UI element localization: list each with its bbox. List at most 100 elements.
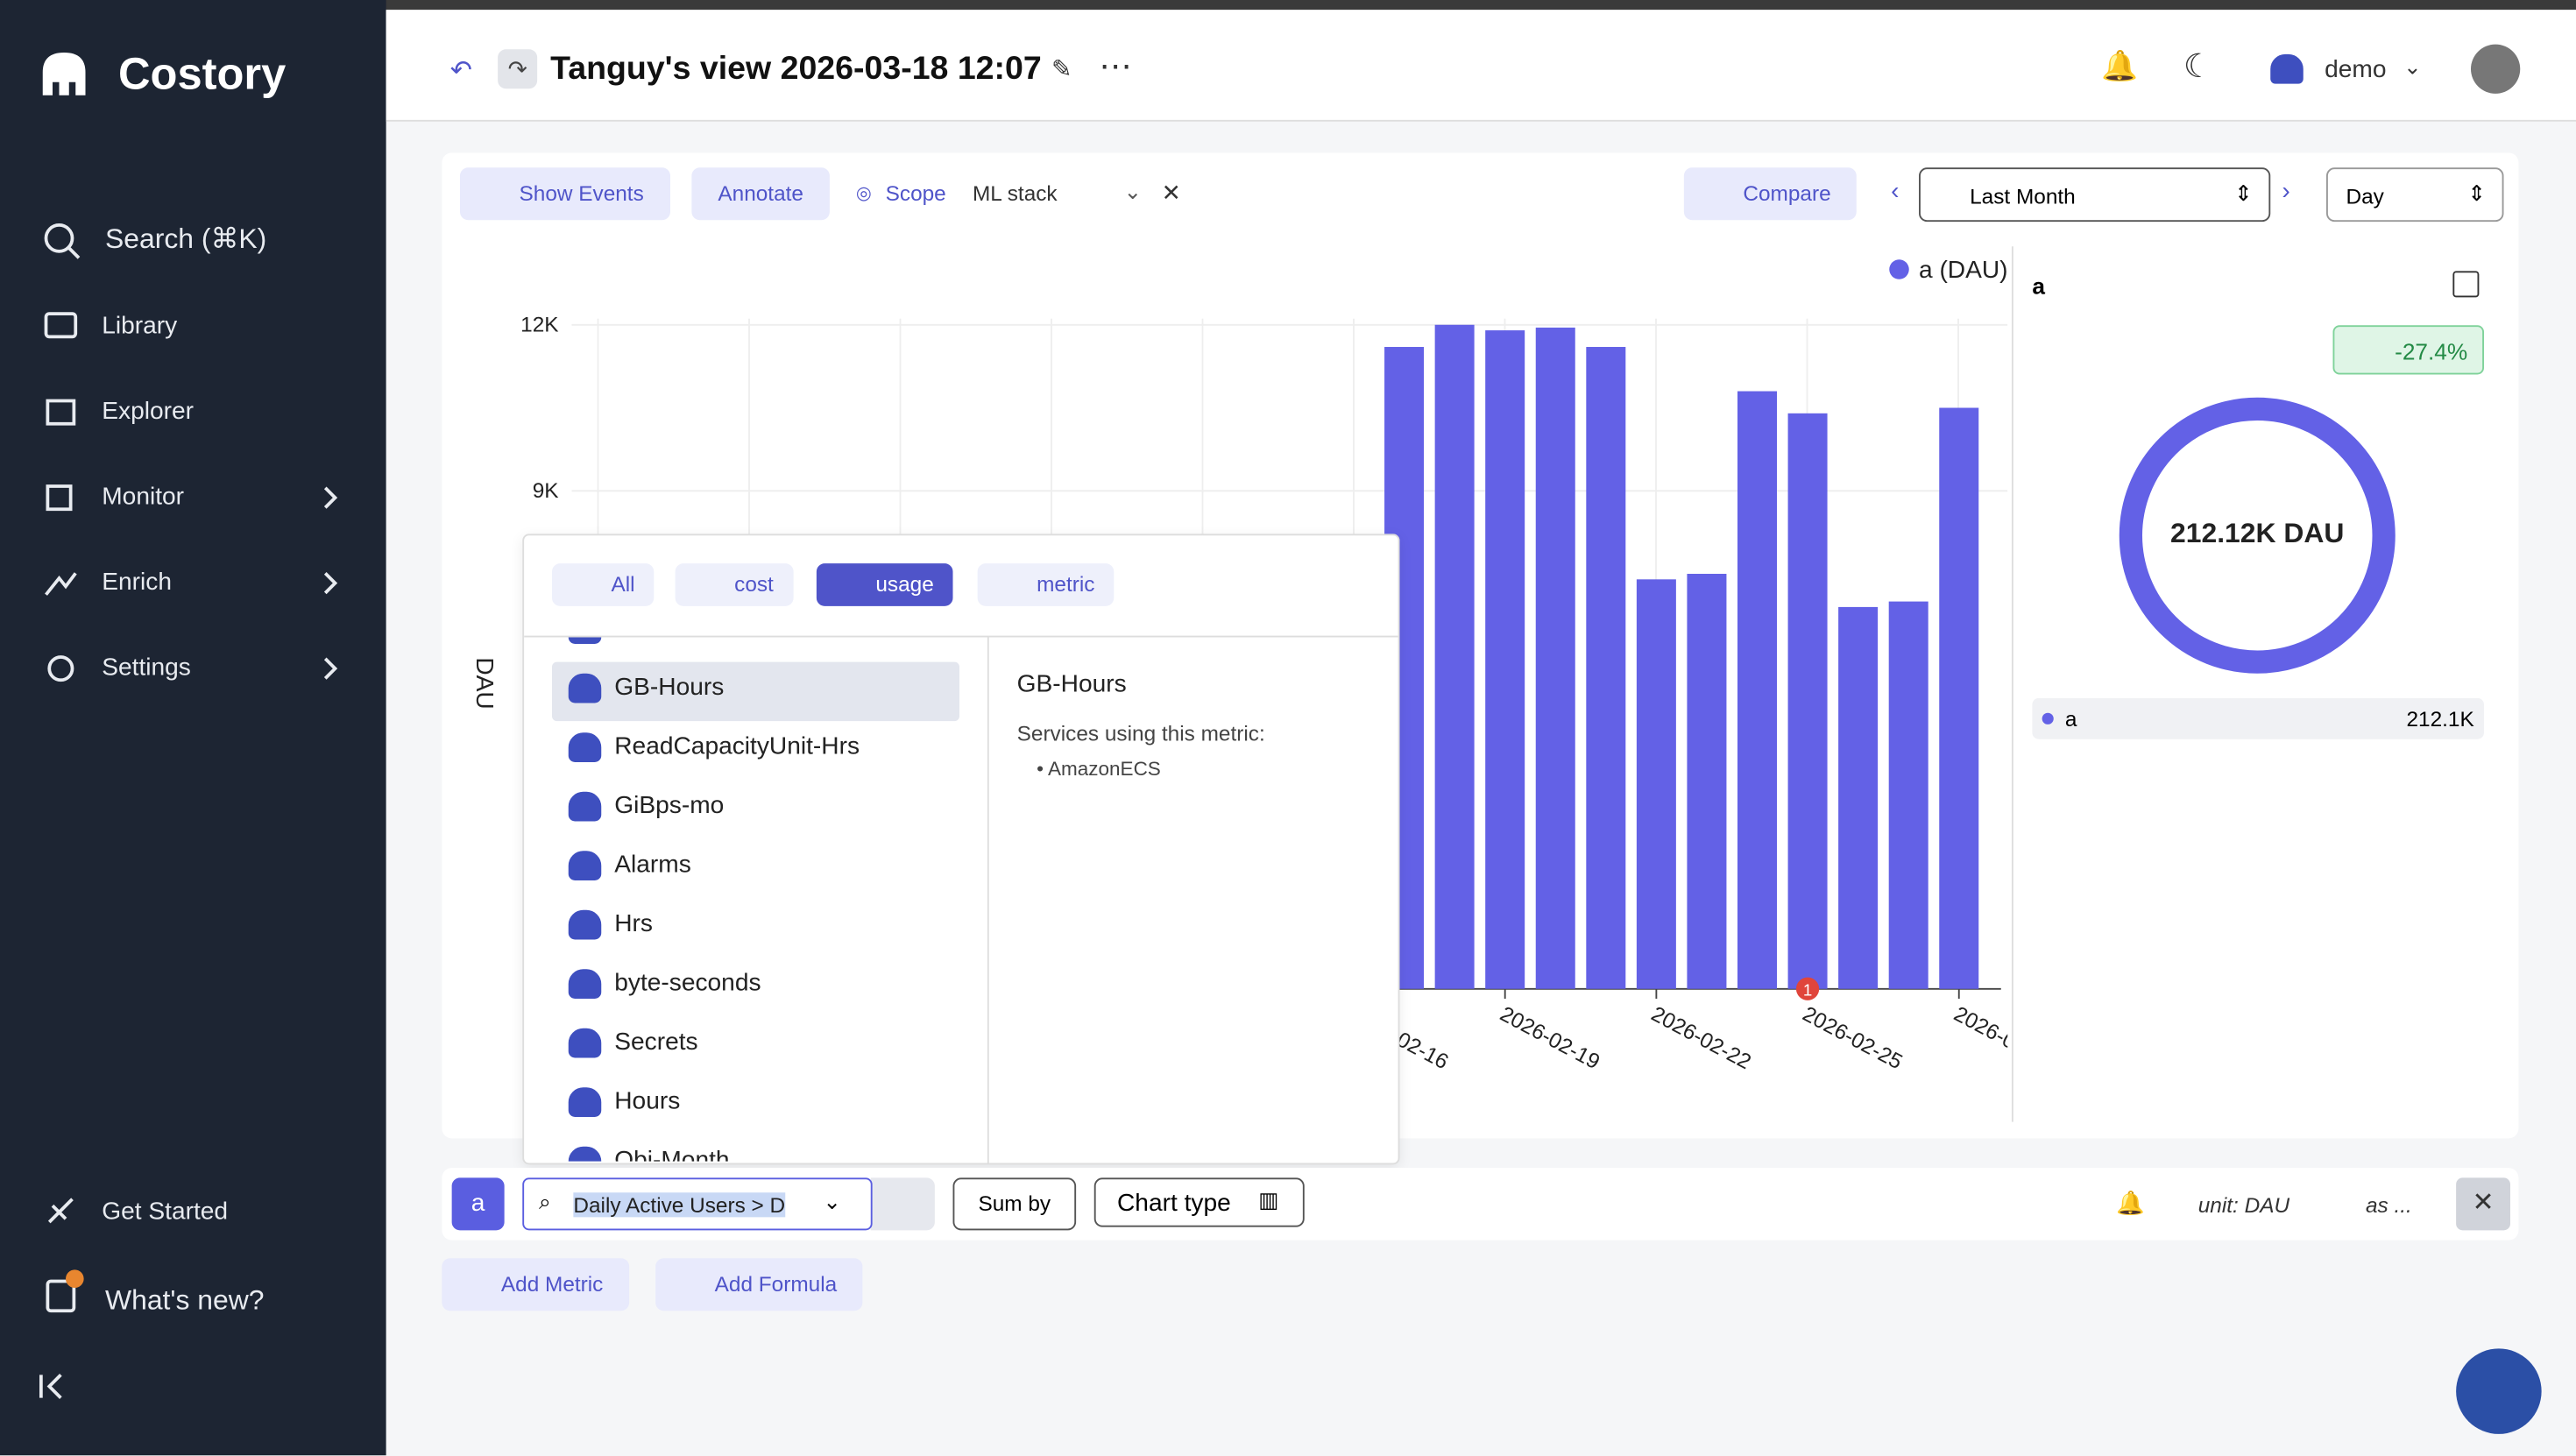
chart-type-icon: ▥	[1258, 1187, 1279, 1212]
search-caret: ⌄	[823, 1189, 841, 1214]
user-icon	[2270, 53, 2304, 84]
tag-filter[interactable]: All	[552, 563, 655, 606]
theme-toggle[interactable]: ☾	[2183, 49, 2213, 86]
metric-icon	[568, 1146, 602, 1162]
granularity-select[interactable]: Day ⇕	[2326, 167, 2504, 223]
tag-filter[interactable]: metric	[977, 563, 1115, 606]
bar	[1434, 324, 1475, 989]
user-caret: ⌄	[2403, 53, 2422, 79]
more-menu[interactable]: ⋯	[1099, 49, 1132, 86]
x-tick-label: 2026-02-22	[1647, 1002, 1755, 1074]
nav-get-started[interactable]: Get Started	[102, 1197, 229, 1226]
range-caret: ⇕	[2234, 180, 2253, 206]
panel-title: a	[2032, 272, 2045, 300]
metric-item[interactable]: Obj-Month	[568, 1146, 730, 1162]
notifications[interactable]: 🔔	[2101, 49, 2139, 82]
detail-service: • AmazonECS	[1037, 757, 1161, 781]
nav-explorer[interactable]: Explorer	[102, 397, 194, 426]
nav-whats-new[interactable]: What's new?	[105, 1284, 265, 1316]
remove-query[interactable]: ✕	[2456, 1177, 2510, 1231]
scope-caret[interactable]: ⌄	[1123, 179, 1142, 204]
panel-toggle[interactable]	[2452, 271, 2480, 298]
nav-library[interactable]: Library	[102, 312, 178, 341]
alias[interactable]: as ...	[2366, 1192, 2412, 1218]
badge	[66, 1269, 84, 1288]
prev-range[interactable]: ‹	[1891, 177, 1900, 206]
x-tick-label: 2026-02-25	[1799, 1002, 1907, 1074]
undo[interactable]: ↶	[449, 57, 472, 86]
change-badge: -27.4%	[2332, 325, 2484, 375]
show-events[interactable]: Show Events	[460, 167, 670, 221]
item-highlight	[552, 661, 959, 722]
add-formula[interactable]: Add Formula	[655, 1258, 864, 1311]
unit: unit: DAU	[2197, 1192, 2290, 1218]
annotate[interactable]: Annotate	[691, 167, 830, 221]
sep	[524, 635, 1398, 638]
chart-type[interactable]: Chart type	[1093, 1177, 1305, 1227]
bar	[1939, 407, 1979, 989]
metric-item[interactable]: GB-Hours	[568, 673, 724, 703]
add-metric[interactable]: Add Metric	[442, 1258, 630, 1311]
metric-icon	[568, 851, 602, 880]
nav-monitor[interactable]: Monitor	[102, 483, 185, 512]
nav-enrich[interactable]: Enrich	[102, 568, 172, 597]
chat-launcher[interactable]	[2456, 1348, 2542, 1434]
metric-item[interactable]: Alarms	[568, 851, 691, 880]
logo	[42, 53, 86, 95]
metric-popover: GB-Hours Services using this metric: • A…	[522, 534, 1400, 1165]
metric-icon	[568, 1028, 602, 1058]
tag-filter[interactable]: cost	[675, 563, 794, 606]
alert-icon[interactable]: 🔔	[2116, 1189, 2145, 1216]
x-tick-label: 2026-02-28	[1950, 1002, 2057, 1074]
redo[interactable]: ↷	[498, 49, 538, 89]
x-tick-label: 2026-02-19	[1496, 1002, 1603, 1074]
metric-item[interactable]: Hrs	[568, 909, 653, 940]
scope[interactable]: Scope	[885, 180, 946, 206]
metric-item[interactable]: GiBps-mo	[568, 791, 724, 822]
service: AmazonECS	[1048, 757, 1161, 781]
bar	[1888, 601, 1928, 989]
edit-icon[interactable]: ✎	[1051, 55, 1072, 84]
sidebar: Costory Search (⌘K) Library Explorer Mon…	[0, 0, 386, 1456]
compare[interactable]: Compare	[1683, 167, 1858, 221]
metric-item[interactable]: Second	[568, 637, 698, 644]
header	[386, 10, 2576, 122]
y-tick-label: 12K	[520, 313, 558, 336]
metric-item[interactable]: ReadCapacityUnit-Hrs	[568, 732, 860, 762]
view-title[interactable]: Tanguy's view 2026-03-18 12:07	[550, 51, 1042, 88]
scope-clear[interactable]: ✕	[1161, 179, 1181, 206]
metric-search[interactable]: ⌕ Daily Active Users > D ⌄	[522, 1177, 873, 1231]
search-value: Daily Active Users > D	[573, 1192, 786, 1218]
row-name: a	[2064, 706, 2077, 732]
legend-label: a (DAU)	[1919, 256, 2008, 283]
scope-value[interactable]: ML stack	[973, 180, 1058, 206]
bar	[1535, 327, 1575, 989]
avatar[interactable]	[2471, 44, 2521, 94]
nav-settings[interactable]: Settings	[102, 654, 191, 682]
search-icon: ⌕	[539, 1189, 551, 1214]
top-bar	[0, 0, 2576, 11]
tag-filter[interactable]: usage	[816, 563, 954, 606]
query-extra	[870, 1177, 935, 1231]
query-id[interactable]: a	[451, 1177, 505, 1231]
nav-icons	[39, 223, 338, 1399]
metric-icon	[568, 637, 602, 644]
bar	[1586, 347, 1626, 989]
user-menu[interactable]: demo	[2325, 55, 2387, 84]
metric-item[interactable]: Hours	[568, 1087, 680, 1117]
range-select[interactable]: Last Month ⇕	[1919, 167, 2271, 223]
sum-by[interactable]: Sum by	[952, 1177, 1077, 1231]
brand[interactable]: Costory	[118, 49, 287, 99]
bar	[1485, 330, 1525, 989]
metric-item[interactable]: Secrets	[568, 1028, 698, 1058]
granularity-value: Day	[2346, 184, 2384, 209]
next-range[interactable]: ›	[2282, 177, 2290, 206]
nav-search[interactable]: Search (⌘K)	[105, 223, 267, 255]
metric-item[interactable]: byte-seconds	[568, 969, 761, 999]
row-value: 212.1K	[2406, 706, 2474, 732]
row-swatch	[2042, 712, 2054, 724]
bar	[1838, 606, 1879, 989]
bar	[1737, 391, 1777, 989]
sep	[987, 637, 989, 1163]
